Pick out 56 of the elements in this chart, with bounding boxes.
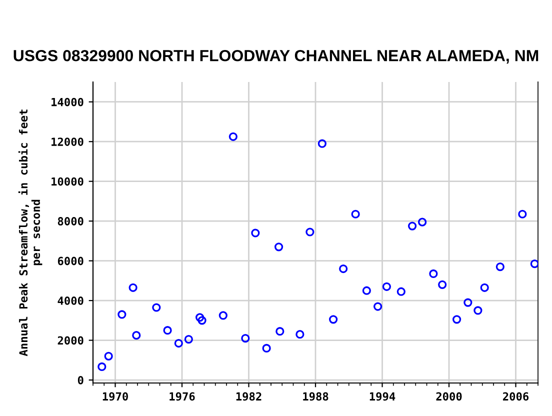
point (98, 362, 106, 372)
point (362, 286, 371, 295)
x-tick-label: 2006 (502, 392, 529, 401)
point (128, 283, 138, 292)
point (396, 287, 406, 296)
point (174, 338, 183, 348)
x-tick-label: 1988 (303, 392, 328, 401)
point (373, 302, 382, 311)
y-tick-label: 14000 (52, 98, 84, 106)
point (474, 306, 482, 315)
x-tick-label: 2000 (436, 392, 462, 401)
point (195, 313, 204, 322)
y-tick-label: 6000 (58, 256, 84, 266)
point (351, 210, 360, 218)
point (296, 330, 304, 339)
y-tick-label: 8000 (58, 217, 84, 226)
point (274, 242, 284, 252)
point (241, 334, 250, 343)
point (408, 222, 417, 230)
x-tick-label: 1976 (170, 392, 195, 401)
chart-title: USGS 08329900 NORTH FLOODWAY CHANNEL NEAR ALAMEDA, NM (14, 50, 538, 64)
x-tick-label: 1982 (236, 392, 262, 401)
y-tick-label: 12000 (52, 138, 84, 146)
point (184, 334, 193, 344)
point (418, 218, 427, 226)
point (429, 269, 438, 278)
point (276, 327, 284, 336)
point (480, 283, 489, 292)
point (251, 228, 260, 238)
point (328, 315, 338, 324)
point (496, 262, 504, 272)
point (306, 228, 314, 236)
point (318, 139, 326, 148)
point (518, 210, 527, 218)
x-tick-label: 1994 (370, 392, 396, 401)
y-axis-title: Annual Peak Streamflow, in cubic feet per second (18, 110, 42, 356)
y-tick-label: 0 (78, 376, 84, 384)
point (104, 352, 113, 360)
point (163, 326, 172, 335)
point (464, 298, 472, 307)
y-tick-label: 4000 (58, 296, 84, 305)
point (218, 311, 228, 320)
point (339, 264, 348, 274)
point (228, 132, 238, 141)
point (438, 280, 447, 289)
point (262, 344, 271, 353)
point (152, 303, 161, 312)
point (132, 331, 141, 340)
point (530, 259, 538, 268)
point (382, 282, 392, 291)
y-tick-label: 2000 (58, 336, 84, 345)
point (452, 315, 462, 324)
point (118, 310, 126, 319)
y-tick-label: 10000 (52, 177, 84, 186)
x-tick-label: 1970 (102, 392, 128, 401)
point (198, 316, 206, 325)
